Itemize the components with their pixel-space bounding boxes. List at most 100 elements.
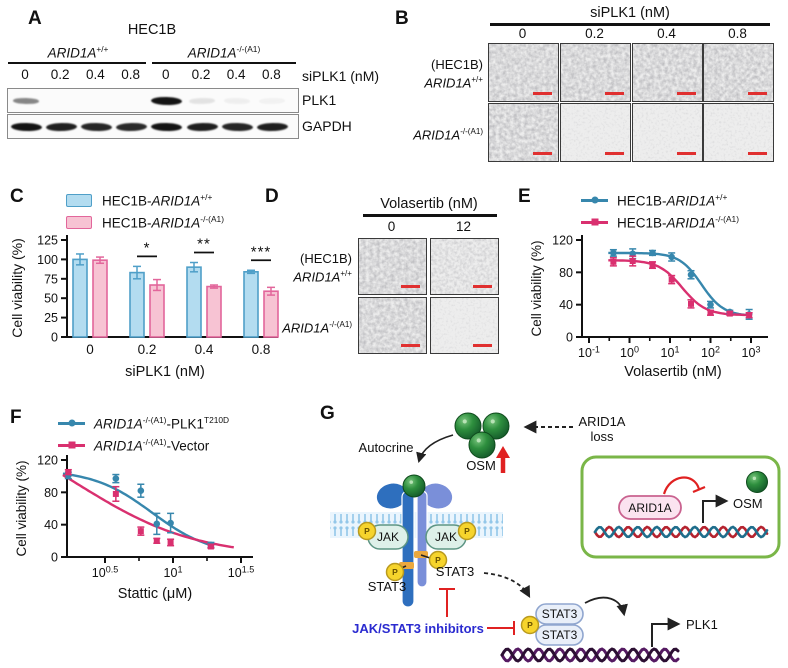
scale-bar	[748, 151, 767, 155]
data-point	[112, 490, 119, 497]
tick-label: 101	[661, 344, 680, 360]
scale-bar	[473, 343, 492, 347]
blot-box	[7, 114, 299, 139]
jak-stat3-inhibitors-label: JAK/STAT3 inhibitors	[352, 621, 484, 636]
row-label: ARID1A-/-(A1)	[413, 127, 483, 143]
tick-label: 40	[559, 298, 573, 312]
micrograph	[488, 103, 559, 162]
data-point	[207, 543, 214, 550]
group-underline	[8, 62, 146, 65]
stat3-label: STAT3	[367, 579, 407, 594]
phospho-p-circle	[457, 521, 477, 541]
tick-label: 10-1	[578, 344, 600, 360]
blot-band	[151, 96, 183, 105]
plk1-label: PLK1	[686, 617, 718, 632]
inset-osm-label: OSM	[733, 496, 763, 511]
legend-entry: ARID1A-/-(A1)-Vector	[58, 437, 209, 454]
osm-sphere	[454, 412, 482, 440]
micrograph	[703, 43, 774, 102]
row-label: (HEC1B) ARID1A+/+	[424, 56, 483, 90]
legend-line	[58, 419, 85, 427]
treatment-header: siPLK1 (nM)	[590, 5, 670, 21]
significance-stars: ***	[251, 243, 272, 260]
legend-label: ARID1A-/-(A1)-Vector	[94, 437, 210, 454]
header-underline	[490, 23, 770, 26]
legend-label: HEC1B-ARID1A+/+	[617, 192, 728, 209]
legend-marker	[591, 196, 598, 204]
panel-letter-d: D	[265, 186, 279, 207]
panel-d-micrographs: D Volasertib (nM) 0 12 (HEC1B) ARID1A+/+ ARI…	[255, 180, 505, 398]
data-point	[167, 539, 174, 546]
legend-entry: HEC1B-ARID1A+/+	[66, 192, 212, 209]
tick-label: Volasertib (nM)	[624, 364, 722, 380]
lane-dose-label: 0	[162, 67, 170, 82]
phospho-p-circle	[428, 550, 448, 570]
data-point	[707, 309, 714, 316]
micrograph	[632, 103, 703, 162]
data-point	[65, 469, 72, 476]
scale-bar	[473, 284, 492, 288]
lane-dose-label: 0.8	[121, 67, 140, 82]
significance-stars: **	[197, 236, 211, 253]
svg-text:P: P	[464, 526, 470, 536]
svg-text:STAT3: STAT3	[542, 607, 578, 621]
significance-stars: *	[144, 239, 151, 256]
legend-line	[58, 441, 85, 449]
scale-bar	[533, 91, 552, 95]
tick-label: 0	[566, 331, 573, 345]
data-point	[687, 271, 695, 279]
tick-label: Stattic (μM)	[118, 586, 192, 602]
data-point	[629, 258, 636, 265]
lane-dose-label: 0.2	[191, 67, 211, 82]
svg-text:STAT3: STAT3	[542, 628, 578, 642]
legend-entry: HEC1B-ARID1A-/-(A1)	[66, 214, 224, 231]
tick-label: 100.5	[92, 564, 118, 580]
tick-label: 75	[44, 272, 58, 286]
osm-label: OSM	[466, 458, 496, 473]
blot-protein-label: PLK1	[302, 92, 337, 108]
micrograph	[488, 43, 559, 102]
inset-inhibition-arc	[662, 476, 701, 495]
osm-sphere	[468, 431, 496, 459]
tick-label: 40	[44, 518, 58, 532]
scale-bar	[401, 284, 420, 288]
tick-label: 80	[44, 486, 58, 500]
panel-a-western-blot: A HEC1B ARID1A+/+ ARID1A-/-(A1) 0 0.2 0.4 0…	[0, 0, 390, 180]
blot-band	[224, 97, 251, 104]
bar-chart: 0 25 50 75 100 125 0 0.2 * 0.4 ** 0.8 *** siPLK1 (nM)…	[9, 234, 279, 380]
bar	[206, 285, 222, 338]
blot-band	[256, 122, 288, 131]
row-label: (HEC1B) ARID1A+/+	[293, 250, 352, 284]
bar	[92, 259, 108, 338]
autocrine-arrow	[416, 434, 454, 464]
data-point	[668, 276, 675, 283]
line-chart: 0 40 80 120 100.5 101 101.5 Stattic (μM) Cell vi…	[14, 454, 254, 603]
lane-dose-label: 0.8	[262, 67, 281, 82]
dna-helix	[500, 647, 680, 663]
data-point	[726, 310, 733, 317]
data-point	[649, 249, 656, 257]
column-dose-label: 0.2	[585, 26, 604, 41]
tick-label: 125	[37, 234, 58, 248]
blot-band	[80, 122, 112, 131]
scale-bar	[401, 343, 420, 347]
panel-letter-b: B	[395, 8, 409, 29]
tick-label: 80	[559, 266, 573, 280]
micrograph-texture	[489, 44, 558, 101]
y-axis-label: Cell viability (%)	[529, 240, 544, 336]
column-dose-label: 12	[455, 219, 472, 234]
legend-entry: HEC1B-ARID1A-/-(A1)	[581, 214, 739, 231]
panel-letter-f: F	[10, 407, 22, 428]
panel-e-dose-response: E 0 40 80 120 10-1 100 101 102 103 Volasertib (nM…	[505, 180, 788, 398]
scale-bar	[605, 91, 624, 95]
data-point	[153, 537, 160, 544]
tick-label: 0.4	[195, 342, 214, 357]
blot-band	[186, 122, 218, 131]
data-point	[746, 312, 753, 319]
tick-label: 0	[51, 331, 58, 345]
micrograph-texture	[633, 104, 702, 161]
panel-letter-a: A	[28, 8, 42, 29]
data-point	[610, 249, 617, 257]
fit-curve	[62, 472, 215, 548]
column-dose-label: 0.4	[657, 26, 676, 41]
